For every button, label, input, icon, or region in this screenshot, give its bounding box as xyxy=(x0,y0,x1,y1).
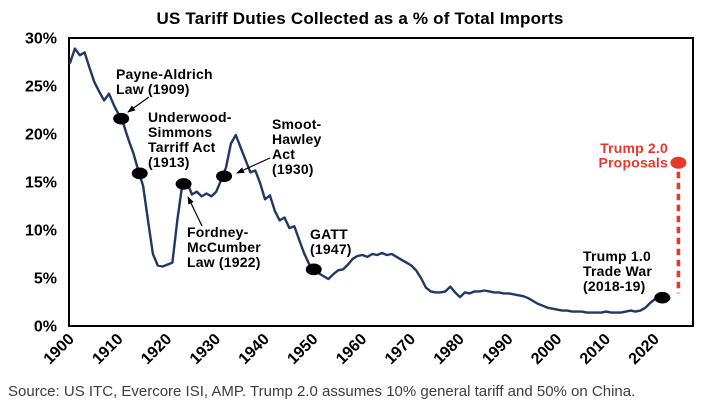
x-axis-label-2000: 2000 xyxy=(528,331,565,368)
annotation-arrow-smoot-hawley xyxy=(236,157,271,174)
source-note: Source: US ITC, Evercore ISI, AMP. Trump… xyxy=(8,383,636,400)
x-axis-label-1950: 1950 xyxy=(284,331,321,368)
x-axis-label-1980: 1980 xyxy=(431,331,468,368)
event-dot-trump-1-trade-war xyxy=(654,291,671,304)
event-dot-gatt xyxy=(305,263,322,276)
y-axis-label-25: 25% xyxy=(25,79,57,96)
y-axis-label-5: 5% xyxy=(34,271,57,288)
plot-area xyxy=(68,37,694,327)
x-axis-label-1970: 1970 xyxy=(382,331,419,368)
x-axis-label-1910: 1910 xyxy=(89,331,126,368)
annotation-payne-aldrich-law: Payne-Aldrich Law (1909) xyxy=(116,66,213,97)
y-axis-label-30: 30% xyxy=(25,31,57,48)
annotation-gatt: GATT (1947) xyxy=(310,226,352,257)
event-dot-underwood-simmons xyxy=(131,167,148,180)
annotation-underwood-simmons: Underwood-Simmons Tarriff Act (1913) xyxy=(148,109,232,170)
x-axis-label-1990: 1990 xyxy=(479,331,516,368)
y-axis-label-10: 10% xyxy=(25,223,57,240)
trump2-dot xyxy=(670,156,687,169)
tariff-series-line xyxy=(68,47,666,314)
event-dot-fordney-mccumber xyxy=(175,178,192,190)
annotation-smoot-hawley: Smoot-Hawley Act (1930) xyxy=(272,116,322,177)
x-axis-label-1960: 1960 xyxy=(333,331,370,368)
annotation-fordney-mccumber: Fordney-McCumber Law (1922) xyxy=(187,224,261,270)
event-dot-smoot-hawley xyxy=(216,170,233,183)
x-axis-label-1930: 1930 xyxy=(187,331,224,368)
x-axis-label-1940: 1940 xyxy=(236,331,273,368)
annotation-arrow-payne-aldrich-law xyxy=(127,96,150,113)
y-axis-label-0: 0% xyxy=(34,319,57,336)
x-axis-label-2020: 2020 xyxy=(626,331,663,368)
x-axis-label-2010: 2010 xyxy=(577,331,614,368)
x-axis-label-1920: 1920 xyxy=(138,331,175,368)
y-axis-label-20: 20% xyxy=(25,127,57,144)
annotation-trump-1-trade-war: Trump 1.0 Trade War (2018-19) xyxy=(583,248,652,294)
event-dot-payne-aldrich-law xyxy=(113,112,130,125)
x-axis-label-1900: 1900 xyxy=(41,331,78,368)
annotation-arrow-fordney-mccumber xyxy=(187,196,203,227)
annotation-trump-2-proposals: Trump 2.0 Proposals xyxy=(599,140,669,171)
y-axis-label-15: 15% xyxy=(25,175,57,192)
chart-title: US Tariff Duties Collected as a % of Tot… xyxy=(156,9,564,28)
